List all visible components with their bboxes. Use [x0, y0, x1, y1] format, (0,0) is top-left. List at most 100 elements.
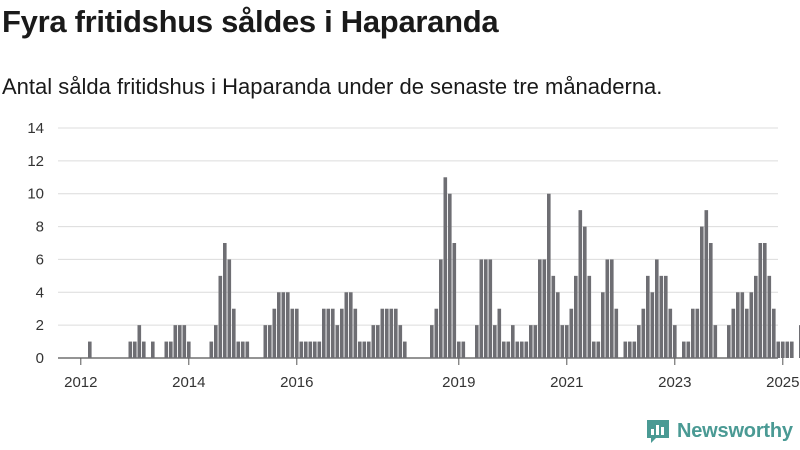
bar — [434, 308, 439, 358]
bar — [430, 325, 434, 358]
bar — [754, 275, 758, 358]
bar — [304, 341, 308, 358]
bar — [344, 292, 349, 358]
bar — [448, 193, 452, 358]
page-subtitle: Antal sålda fritidshus i Haparanda under… — [2, 74, 663, 99]
bar — [128, 341, 133, 358]
bar — [596, 341, 601, 358]
bar — [335, 325, 340, 358]
bar — [533, 325, 538, 358]
x-tick-label: 2021 — [550, 374, 583, 391]
bar — [272, 308, 277, 358]
bar — [623, 341, 628, 358]
bar — [137, 325, 142, 358]
bar — [650, 292, 655, 358]
page-title: Fyra fritidshus såldes i Haparanda — [2, 4, 499, 39]
bar — [475, 325, 479, 358]
bar — [308, 341, 313, 358]
bar — [281, 292, 286, 358]
bar — [439, 259, 443, 358]
bar — [668, 308, 673, 358]
bar — [452, 243, 457, 358]
bar — [695, 308, 700, 358]
bar — [502, 341, 506, 358]
y-tick-label: 4 — [36, 284, 44, 301]
bar — [610, 259, 614, 358]
bar — [776, 341, 781, 358]
bar — [151, 341, 155, 358]
bar — [385, 308, 389, 358]
bar — [758, 243, 763, 358]
x-tick-label: 2023 — [658, 374, 691, 391]
bar — [142, 341, 146, 358]
brand-name: Newsworthy — [677, 419, 793, 442]
bar — [182, 325, 187, 358]
bar — [313, 341, 317, 358]
bar — [790, 341, 794, 358]
bar — [628, 341, 632, 358]
bar — [353, 308, 358, 358]
bar — [340, 308, 344, 358]
bar — [511, 325, 515, 358]
bar — [686, 341, 691, 358]
bar — [664, 275, 668, 358]
bar — [691, 308, 695, 358]
y-tick-label: 0 — [36, 350, 44, 367]
bar — [740, 292, 745, 358]
bar — [763, 243, 767, 358]
bar — [362, 341, 367, 358]
bar — [484, 259, 488, 358]
bar — [349, 292, 353, 358]
bar — [178, 325, 182, 358]
bar — [295, 308, 299, 358]
x-tick-label: 2016 — [280, 374, 313, 391]
bar — [331, 308, 335, 358]
bars — [88, 177, 800, 358]
bar — [673, 325, 677, 358]
bar — [187, 341, 191, 358]
bar — [709, 243, 713, 358]
bar — [587, 275, 592, 358]
y-tick-label: 14 — [27, 120, 44, 137]
bar — [389, 308, 394, 358]
bar — [767, 275, 772, 358]
bar — [214, 325, 218, 358]
bar — [524, 341, 529, 358]
bar — [745, 308, 749, 358]
bar — [457, 341, 461, 358]
bar — [529, 325, 533, 358]
bar — [749, 292, 754, 358]
bar — [551, 275, 556, 358]
bar — [236, 341, 241, 358]
bar — [371, 325, 376, 358]
bar — [520, 341, 524, 358]
bar — [277, 292, 281, 358]
bar — [394, 308, 398, 358]
bar — [781, 341, 785, 358]
bar — [556, 292, 560, 358]
bar — [169, 341, 173, 358]
bar — [583, 226, 587, 358]
bar — [713, 325, 718, 358]
bar — [223, 243, 227, 358]
bar — [241, 341, 245, 358]
x-tick-label: 2019 — [442, 374, 475, 391]
bar — [317, 341, 322, 358]
bar — [785, 341, 790, 358]
bar — [268, 325, 272, 358]
x-tick-label: 2025 — [766, 374, 799, 391]
bar — [367, 341, 371, 358]
bar — [682, 341, 686, 358]
brand-logo: Newsworthy — [645, 418, 793, 444]
bar — [601, 292, 605, 358]
bar — [322, 308, 326, 358]
bar — [731, 308, 736, 358]
bar — [497, 308, 502, 358]
y-tick-label: 12 — [27, 153, 44, 170]
bar — [245, 341, 250, 358]
y-tick-label: 6 — [36, 251, 44, 268]
bar — [655, 259, 659, 358]
bar — [565, 325, 569, 358]
bar — [632, 341, 637, 358]
